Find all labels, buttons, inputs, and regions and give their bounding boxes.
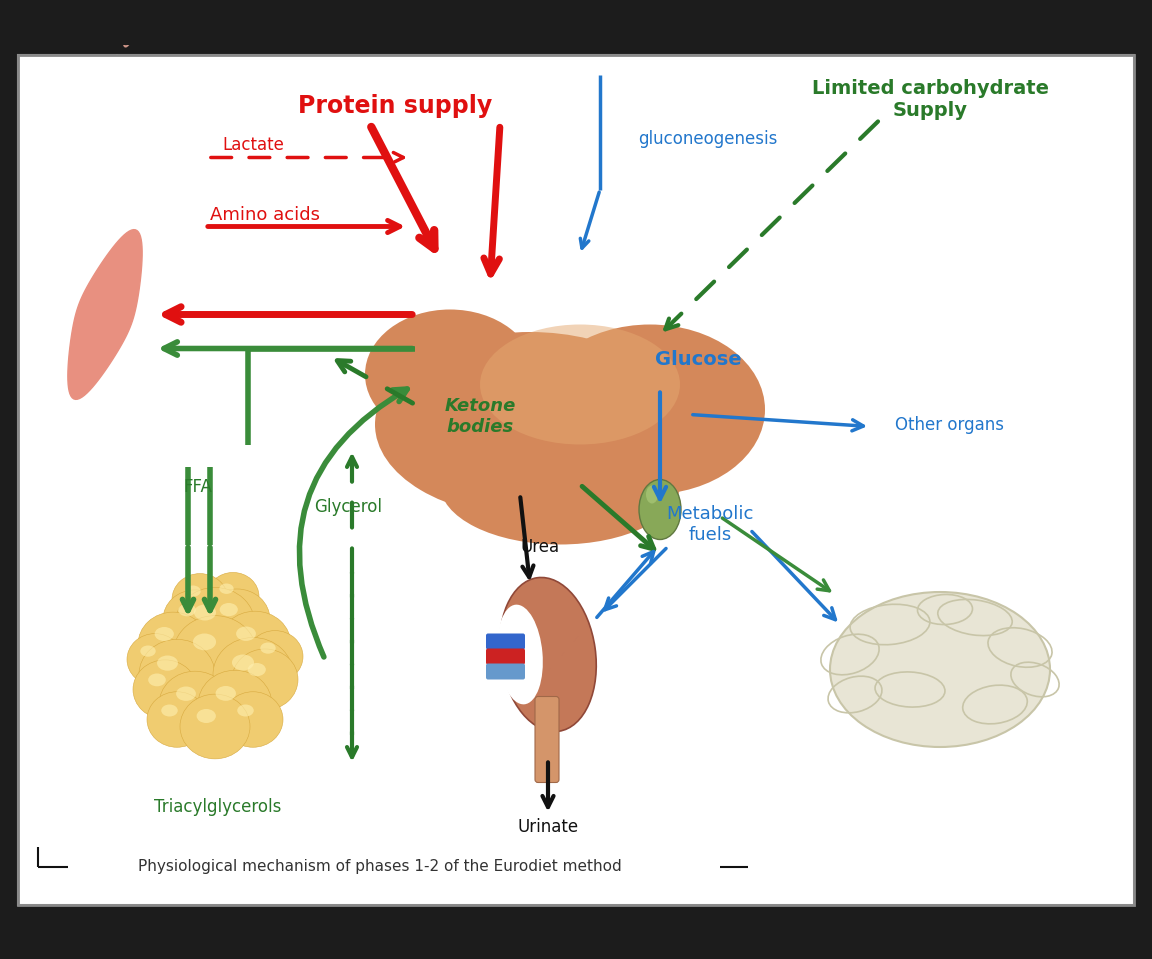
Ellipse shape [172, 573, 228, 625]
Text: gluconeogenesis: gluconeogenesis [638, 130, 778, 149]
Text: Urinate: Urinate [517, 817, 578, 835]
Ellipse shape [260, 643, 275, 654]
Ellipse shape [127, 634, 183, 686]
Ellipse shape [232, 654, 253, 670]
Ellipse shape [248, 663, 266, 676]
Polygon shape [68, 229, 142, 399]
Ellipse shape [213, 638, 293, 712]
Ellipse shape [192, 634, 217, 650]
FancyBboxPatch shape [18, 55, 1134, 904]
Ellipse shape [365, 310, 535, 439]
Ellipse shape [180, 694, 250, 759]
Text: Glycerol: Glycerol [314, 498, 382, 516]
Ellipse shape [829, 592, 1049, 747]
Ellipse shape [157, 656, 177, 670]
Ellipse shape [223, 691, 283, 747]
Ellipse shape [149, 673, 166, 687]
Ellipse shape [204, 589, 270, 650]
Ellipse shape [535, 324, 765, 495]
FancyBboxPatch shape [535, 696, 559, 783]
Ellipse shape [376, 332, 685, 517]
FancyBboxPatch shape [486, 634, 525, 649]
Text: FFA: FFA [183, 478, 212, 496]
Ellipse shape [198, 670, 272, 738]
Ellipse shape [232, 649, 298, 710]
Ellipse shape [480, 324, 680, 445]
Ellipse shape [132, 660, 197, 719]
Ellipse shape [646, 485, 658, 503]
Ellipse shape [500, 577, 597, 732]
Text: Ketone
bodies: Ketone bodies [445, 397, 516, 436]
Ellipse shape [219, 583, 234, 594]
Ellipse shape [440, 425, 680, 545]
Ellipse shape [185, 586, 200, 596]
Ellipse shape [237, 705, 253, 716]
FancyArrowPatch shape [300, 389, 408, 657]
Ellipse shape [179, 603, 196, 617]
Ellipse shape [197, 709, 215, 723]
Text: Lactate: Lactate [222, 135, 283, 153]
Text: Triacylglycerols: Triacylglycerols [154, 798, 282, 815]
FancyBboxPatch shape [486, 648, 525, 665]
Ellipse shape [139, 640, 215, 710]
Text: Physiological mechanism of phases 1-2 of the Eurodiet method: Physiological mechanism of phases 1-2 of… [138, 859, 622, 874]
Ellipse shape [207, 573, 259, 620]
Ellipse shape [141, 645, 156, 657]
Ellipse shape [236, 626, 256, 641]
Text: Amino acids: Amino acids [210, 205, 320, 223]
Ellipse shape [159, 671, 232, 737]
Ellipse shape [215, 686, 236, 701]
Ellipse shape [162, 590, 227, 649]
Ellipse shape [219, 611, 291, 678]
Ellipse shape [194, 604, 217, 620]
Ellipse shape [247, 631, 303, 683]
Ellipse shape [161, 705, 177, 716]
FancyBboxPatch shape [486, 664, 525, 680]
Text: Metabolic
fuels: Metabolic fuels [666, 505, 753, 544]
Text: Limited carbohydrate
Supply: Limited carbohydrate Supply [811, 79, 1048, 120]
Ellipse shape [173, 616, 257, 693]
Polygon shape [107, 55, 119, 114]
Text: Urea: Urea [520, 537, 559, 555]
Text: Other organs: Other organs [895, 415, 1005, 433]
Ellipse shape [154, 627, 174, 641]
Ellipse shape [175, 588, 255, 662]
Polygon shape [123, 0, 149, 47]
Ellipse shape [147, 691, 207, 747]
Ellipse shape [220, 603, 237, 617]
Ellipse shape [639, 480, 681, 540]
Text: Glucose: Glucose [655, 350, 742, 369]
Ellipse shape [138, 612, 209, 677]
Text: Protein supply: Protein supply [298, 95, 492, 119]
Ellipse shape [498, 605, 543, 704]
Ellipse shape [176, 687, 196, 701]
